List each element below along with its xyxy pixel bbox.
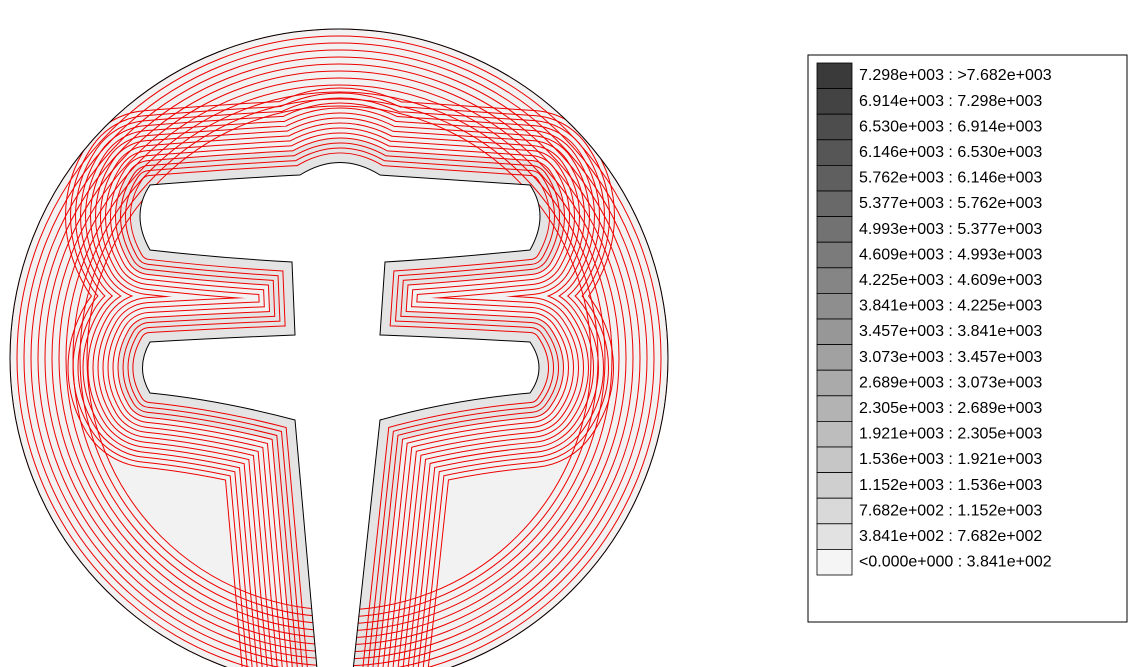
legend-swatch bbox=[816, 139, 853, 166]
legend-label: 4.993e+003 : 5.377e+003 bbox=[859, 221, 1042, 238]
legend-label: <0.000e+000 : 3.841e+002 bbox=[859, 554, 1052, 571]
legend-label: 1.921e+003 : 2.305e+003 bbox=[859, 426, 1042, 443]
legend-swatch bbox=[816, 497, 853, 525]
legend-swatch bbox=[816, 88, 853, 115]
legend-swatch bbox=[816, 395, 853, 422]
legend-label: 5.377e+003 : 5.762e+003 bbox=[859, 195, 1042, 212]
legend-swatch bbox=[816, 216, 853, 243]
contour-line bbox=[16, 35, 662, 667]
legend-box bbox=[807, 54, 1128, 623]
legend-label: 7.298e+003 : >7.682e+003 bbox=[859, 67, 1052, 84]
legend: 7.298e+003 : >7.682e+003 6.914e+003 : 7.2… bbox=[816, 62, 1052, 576]
legend-swatch bbox=[816, 344, 853, 371]
legend-swatch bbox=[816, 190, 853, 218]
legend-label: 1.152e+003 : 1.536e+003 bbox=[859, 477, 1042, 494]
legend-swatch bbox=[816, 241, 853, 269]
legend-swatch bbox=[816, 164, 853, 192]
contour-line bbox=[23, 42, 655, 667]
legend-label: 6.146e+003 : 6.530e+003 bbox=[859, 144, 1042, 161]
legend-swatch bbox=[816, 113, 853, 141]
legend-label: 4.609e+003 : 4.993e+003 bbox=[859, 246, 1042, 263]
legend-swatch bbox=[816, 549, 853, 576]
legend-swatch bbox=[816, 369, 853, 397]
legend-label: 4.225e+003 : 4.609e+003 bbox=[859, 272, 1042, 289]
legend-label: 6.914e+003 : 7.298e+003 bbox=[859, 93, 1042, 110]
legend-label: 2.689e+003 : 3.073e+003 bbox=[859, 374, 1042, 391]
legend-swatch bbox=[816, 292, 853, 320]
legend-swatch bbox=[816, 318, 853, 346]
disk-outline bbox=[9, 28, 669, 667]
legend-label: 3.841e+002 : 7.682e+002 bbox=[859, 528, 1042, 545]
legend-swatch bbox=[816, 523, 853, 550]
legend-label: 2.305e+003 : 2.689e+003 bbox=[859, 400, 1042, 417]
legend-swatch bbox=[816, 446, 853, 474]
legend-label: 3.841e+003 : 4.225e+003 bbox=[859, 298, 1042, 315]
contour-plot bbox=[10, 29, 668, 667]
legend-swatch bbox=[816, 420, 853, 448]
cutout bbox=[139, 162, 541, 667]
legend-label: 7.682e+002 : 1.152e+003 bbox=[859, 502, 1042, 519]
legend-swatch bbox=[816, 472, 853, 499]
legend-label: 1.536e+003 : 1.921e+003 bbox=[859, 451, 1042, 468]
legend-label: 3.073e+003 : 3.457e+003 bbox=[859, 349, 1042, 366]
legend-swatch bbox=[816, 267, 853, 294]
legend-swatch bbox=[816, 62, 853, 90]
legend-label: 3.457e+003 : 3.841e+003 bbox=[859, 323, 1042, 340]
legend-label: 6.530e+003 : 6.914e+003 bbox=[859, 118, 1042, 135]
legend-label: 5.762e+003 : 6.146e+003 bbox=[859, 170, 1042, 187]
